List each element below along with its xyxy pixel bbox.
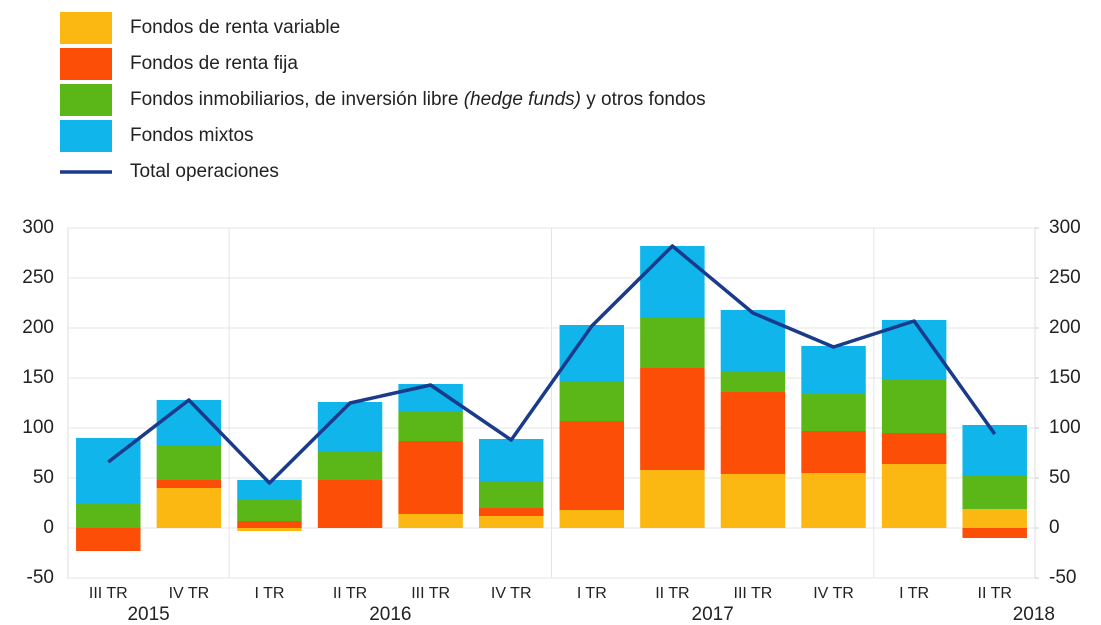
x-tick-label: III TR [411,585,450,602]
y2-tick-label: -50 [1049,567,1076,588]
legend-label-part: y otros fondos [581,89,706,110]
legend-swatch [60,84,112,116]
bar-segment [76,503,141,528]
x-tick-label: II TR [978,585,1012,602]
bar-segment [478,439,544,481]
bar-segment [801,473,866,528]
bar-segment [801,394,866,431]
bar-segment [640,246,705,318]
bar-segment [962,509,1027,528]
bar-segment [478,481,544,508]
x-tick-label: II TR [333,585,367,602]
bar-segment [881,464,947,528]
bar-segment [76,438,141,503]
x-tick-label: III TR [734,585,773,602]
bar-segment [881,433,947,464]
x-tick-label: I TR [577,585,607,602]
bar-segment [237,521,302,528]
x-tick-label: IV TR [169,585,210,602]
bar-segment [156,446,222,480]
bar-segment [317,402,383,452]
bar-segment [237,528,302,531]
bar-segment [398,514,463,528]
x-tick-label: II TR [655,585,689,602]
x-tick-label: I TR [254,585,284,602]
y-tick-label: 250 [22,267,54,288]
x-tick-label: IV TR [491,585,532,602]
y-tick-label: 0 [43,517,54,538]
legend-label-part: Fondos inmobiliarios, de inversión libre [130,89,464,110]
bar-segment [156,488,222,528]
y2-tick-label: 100 [1049,417,1081,438]
year-label: 2017 [692,604,734,625]
y2-tick-label: 250 [1049,267,1081,288]
bar-segment [801,431,866,473]
x-tick-label: I TR [899,585,929,602]
bar-segment [640,368,705,470]
legend-label: Fondos de renta fija [130,53,298,74]
legend-swatch [60,48,112,80]
legend-label: Fondos mixtos [130,125,254,146]
bar-segment [317,480,383,528]
y2-tick-label: 150 [1049,367,1081,388]
bar-segment [720,474,786,528]
bar-segment [478,508,544,516]
bar-segment [801,346,866,394]
bar-segment [962,528,1027,538]
bar-segment [237,480,302,500]
y2-tick-label: 0 [1049,517,1060,538]
y-tick-label: 50 [33,467,54,488]
x-tick-label: IV TR [813,585,854,602]
bar-segment [640,318,705,368]
bar-segment [559,421,625,510]
bar-segment [720,310,786,371]
bar-segment [559,325,625,381]
year-label: 2016 [369,604,411,625]
bar-segment [398,384,463,412]
legend-label: Fondos de renta variable [130,17,340,38]
bar-segment [720,371,786,392]
y-tick-label: -50 [27,567,54,588]
y-tick-label: 150 [22,367,54,388]
year-label: 2015 [127,604,169,625]
y-tick-label: 100 [22,417,54,438]
bar-segment [962,476,1027,509]
bar-segment [317,452,383,480]
legend-swatch [60,12,112,44]
x-tick-label: III TR [89,585,128,602]
total-line [107,244,997,485]
legend-swatch [60,120,112,152]
y2-tick-label: 50 [1049,467,1070,488]
y-tick-label: 200 [22,317,54,338]
legend-label: Fondos inmobiliarios, de inversión libre… [130,89,706,110]
bar-segment [398,441,463,514]
bar-segment [156,480,222,488]
bar-segment [478,516,544,528]
bar-segment [881,380,947,433]
bar-segment [720,392,786,474]
bar-segment [398,412,463,441]
y-tick-label: 300 [22,217,54,238]
bar-segment [559,381,625,421]
bar-segment [237,500,302,521]
y2-tick-label: 200 [1049,317,1081,338]
bar-segment [76,528,141,551]
bar-segment [559,510,625,528]
bar-segment [640,470,705,528]
legend-label-part: (hedge funds) [464,89,581,110]
y2-tick-label: 300 [1049,217,1081,238]
legend-label: Total operaciones [130,161,279,182]
year-label: 2018 [1013,604,1055,625]
